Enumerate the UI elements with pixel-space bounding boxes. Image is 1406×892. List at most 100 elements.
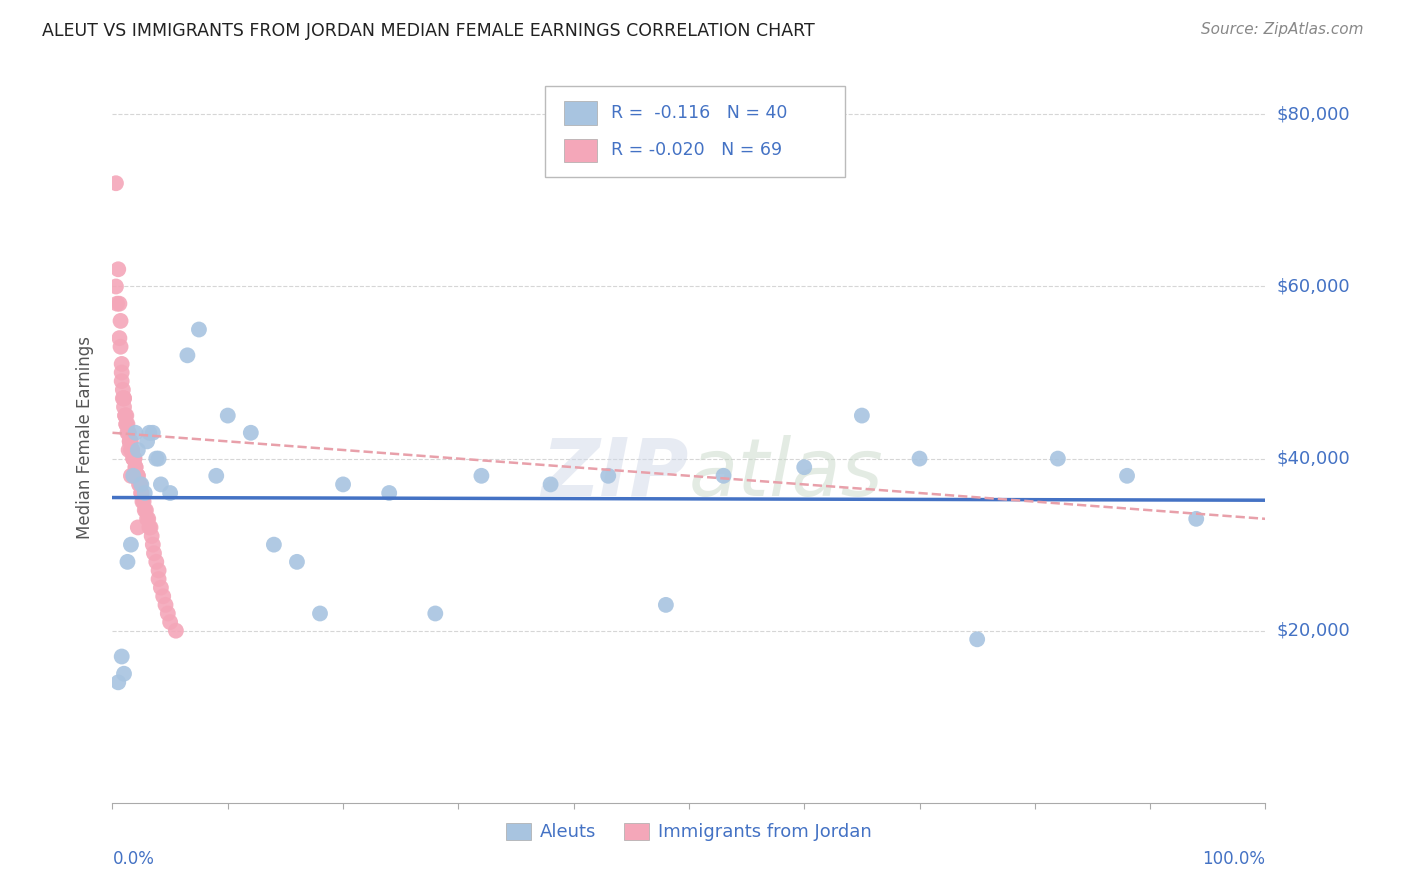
Point (114, 409, 136, 423)
Point (118, 434, 141, 449)
Point (136, 434, 159, 449)
Point (117, 425, 139, 440)
Y-axis label: Median Female Earnings: Median Female Earnings (76, 335, 94, 539)
Point (121, 442, 143, 457)
Text: 0.0%: 0.0% (112, 850, 155, 868)
Point (188, 322, 211, 336)
Point (1046, 451, 1069, 466)
Bar (564, 138, 596, 162)
Text: R = -0.020   N = 69: R = -0.020 N = 69 (610, 141, 782, 159)
Point (105, 296, 128, 310)
Point (125, 468, 148, 483)
Point (111, 366, 134, 380)
Point (135, 503, 157, 517)
Point (139, 520, 162, 534)
Point (125, 468, 148, 483)
Point (114, 409, 136, 423)
Point (124, 451, 146, 466)
Point (129, 486, 153, 500)
Point (122, 468, 145, 483)
Point (108, 331, 131, 345)
Point (120, 468, 142, 483)
Point (118, 434, 141, 449)
Point (127, 468, 149, 483)
Point (1185, 512, 1208, 526)
Point (129, 477, 153, 491)
Point (104, 176, 127, 190)
Point (112, 392, 135, 406)
Point (141, 529, 163, 543)
Text: ZIP: ZIP (541, 434, 689, 513)
Point (112, 392, 135, 406)
Text: 100.0%: 100.0% (1202, 850, 1265, 868)
Point (124, 460, 146, 475)
Point (378, 486, 401, 500)
Point (1116, 468, 1139, 483)
Point (239, 425, 262, 440)
Point (138, 520, 160, 534)
Point (793, 460, 815, 475)
Point (120, 442, 142, 457)
Text: R =  -0.116   N = 40: R = -0.116 N = 40 (610, 104, 787, 122)
Point (145, 555, 167, 569)
Point (134, 486, 156, 500)
Point (155, 598, 177, 612)
Point (285, 555, 308, 569)
Point (309, 607, 332, 621)
Point (127, 520, 149, 534)
Point (908, 451, 931, 466)
Point (115, 417, 138, 432)
Point (124, 460, 146, 475)
Point (217, 409, 239, 423)
Point (143, 546, 166, 560)
Point (851, 409, 873, 423)
Point (966, 632, 988, 647)
Text: $20,000: $20,000 (1277, 622, 1351, 640)
Point (655, 598, 678, 612)
Point (152, 589, 174, 603)
Point (111, 392, 134, 406)
Point (145, 451, 167, 466)
Point (159, 486, 181, 500)
Point (118, 434, 141, 449)
Point (110, 340, 132, 354)
Point (132, 494, 155, 508)
Point (134, 503, 156, 517)
Text: ALEUT VS IMMIGRANTS FROM JORDAN MEDIAN FEMALE EARNINGS CORRELATION CHART: ALEUT VS IMMIGRANTS FROM JORDAN MEDIAN F… (42, 22, 815, 40)
Point (138, 425, 160, 440)
Point (136, 512, 159, 526)
Point (136, 512, 159, 526)
Point (121, 442, 143, 457)
Point (142, 538, 165, 552)
Point (120, 538, 142, 552)
Point (127, 442, 149, 457)
Point (115, 417, 138, 432)
Point (122, 451, 145, 466)
Point (470, 468, 492, 483)
Point (176, 348, 198, 362)
FancyBboxPatch shape (546, 86, 845, 178)
Legend: Aleuts, Immigrants from Jordan: Aleuts, Immigrants from Jordan (499, 815, 879, 848)
Point (131, 494, 153, 508)
Point (120, 434, 142, 449)
Point (111, 649, 134, 664)
Point (159, 615, 181, 629)
Point (117, 555, 139, 569)
Point (111, 374, 134, 388)
Point (205, 468, 228, 483)
Point (148, 564, 170, 578)
Text: $80,000: $80,000 (1277, 105, 1351, 123)
Text: $40,000: $40,000 (1277, 450, 1351, 467)
Point (112, 400, 135, 414)
Point (129, 477, 152, 491)
Point (149, 581, 172, 595)
Point (104, 279, 127, 293)
Point (117, 425, 139, 440)
Point (165, 624, 187, 638)
Point (540, 477, 562, 491)
Point (148, 451, 170, 466)
Point (115, 409, 138, 423)
Text: Source: ZipAtlas.com: Source: ZipAtlas.com (1201, 22, 1364, 37)
Point (713, 468, 735, 483)
Point (148, 572, 170, 586)
